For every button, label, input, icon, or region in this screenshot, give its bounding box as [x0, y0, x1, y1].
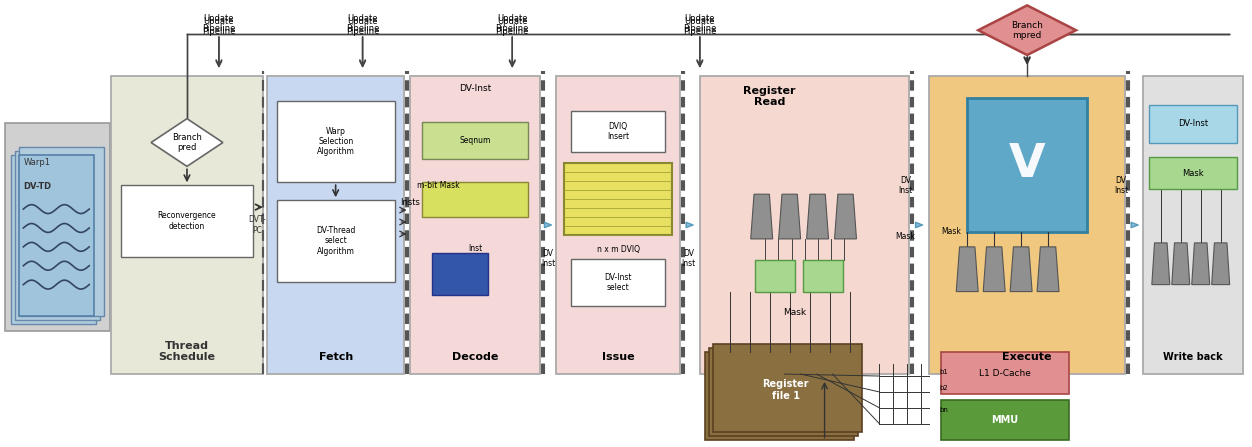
FancyBboxPatch shape [411, 76, 540, 374]
Polygon shape [1212, 243, 1229, 285]
FancyBboxPatch shape [942, 400, 1069, 440]
Text: Update
Pipeline: Update Pipeline [496, 17, 528, 36]
Polygon shape [151, 118, 223, 166]
Text: Execute: Execute [1003, 352, 1052, 362]
FancyBboxPatch shape [19, 148, 104, 316]
Text: DV
Inst: DV Inst [541, 249, 556, 269]
FancyBboxPatch shape [709, 348, 859, 436]
Text: DVT-
PC: DVT- PC [248, 215, 265, 235]
Text: DV-Inst
select: DV-Inst select [605, 273, 632, 292]
Polygon shape [779, 194, 800, 239]
Text: Update
Pipeline: Update Pipeline [346, 17, 379, 36]
Polygon shape [978, 5, 1075, 55]
FancyBboxPatch shape [556, 76, 680, 374]
FancyBboxPatch shape [267, 76, 404, 374]
Text: Mask: Mask [895, 232, 915, 241]
Text: Mask: Mask [1182, 169, 1203, 178]
Text: Register
Read: Register Read [744, 86, 796, 107]
FancyBboxPatch shape [1149, 157, 1237, 189]
Text: Branch
pred: Branch pred [172, 133, 202, 152]
Text: bn: bn [939, 407, 948, 413]
Polygon shape [957, 247, 978, 291]
Polygon shape [835, 194, 856, 239]
Text: DV
Inst: DV Inst [1114, 176, 1128, 195]
Text: DV
Inst: DV Inst [898, 176, 913, 195]
Text: Reconvergence
detection: Reconvergence detection [158, 211, 217, 231]
Text: n x m DVIQ: n x m DVIQ [596, 245, 640, 254]
Text: Update
Pipeline: Update Pipeline [496, 14, 528, 33]
Text: DVIQ
Insert: DVIQ Insert [607, 122, 629, 141]
FancyBboxPatch shape [422, 182, 528, 217]
FancyBboxPatch shape [1143, 76, 1243, 374]
Text: DV-TD: DV-TD [24, 182, 51, 191]
FancyBboxPatch shape [803, 260, 843, 291]
FancyBboxPatch shape [277, 101, 394, 182]
Polygon shape [1010, 247, 1032, 291]
FancyBboxPatch shape [111, 76, 263, 374]
Text: Seqnum: Seqnum [459, 136, 491, 145]
Text: V: V [1009, 142, 1045, 187]
Text: Branch
mpred: Branch mpred [1012, 21, 1043, 40]
Polygon shape [983, 247, 1005, 291]
FancyBboxPatch shape [19, 156, 94, 316]
FancyBboxPatch shape [700, 76, 909, 374]
Text: Fetch: Fetch [318, 352, 353, 362]
Text: DV-Inst: DV-Inst [1178, 119, 1208, 128]
Text: Mask: Mask [782, 308, 806, 317]
Text: Inst: Inst [468, 245, 482, 253]
Text: Register
file 1: Register file 1 [762, 379, 809, 401]
FancyBboxPatch shape [1149, 105, 1237, 143]
Polygon shape [751, 194, 772, 239]
Text: L1 D-Cache: L1 D-Cache [979, 369, 1032, 378]
Polygon shape [806, 194, 829, 239]
Text: Decode: Decode [452, 352, 498, 362]
Polygon shape [1037, 247, 1059, 291]
FancyBboxPatch shape [422, 122, 528, 160]
FancyBboxPatch shape [11, 156, 96, 325]
Text: Update
Pipeline: Update Pipeline [203, 14, 235, 33]
Polygon shape [1152, 243, 1169, 285]
FancyBboxPatch shape [929, 76, 1124, 374]
FancyBboxPatch shape [565, 163, 672, 235]
FancyBboxPatch shape [705, 352, 855, 440]
FancyBboxPatch shape [5, 122, 110, 331]
Text: Mask: Mask [942, 228, 962, 236]
Text: Warp1: Warp1 [24, 158, 50, 167]
FancyBboxPatch shape [15, 152, 100, 320]
Text: Insts: Insts [401, 198, 421, 207]
Polygon shape [1172, 243, 1189, 285]
Text: DV
Inst: DV Inst [682, 249, 696, 269]
FancyBboxPatch shape [432, 253, 488, 295]
Polygon shape [1192, 243, 1209, 285]
Text: b1: b1 [939, 369, 948, 375]
Text: Update
Pipeline: Update Pipeline [203, 17, 235, 36]
Text: DV-Thread
select
Algorithm: DV-Thread select Algorithm [316, 226, 356, 256]
Text: Update
Pipeline: Update Pipeline [684, 17, 716, 36]
FancyBboxPatch shape [712, 344, 863, 432]
Text: Warp
Selection
Algorithm: Warp Selection Algorithm [317, 127, 354, 156]
FancyBboxPatch shape [571, 259, 665, 307]
Text: Write back: Write back [1163, 352, 1222, 362]
Text: MMU: MMU [992, 415, 1019, 425]
FancyBboxPatch shape [277, 200, 394, 282]
Text: DV-Inst: DV-Inst [459, 84, 492, 93]
FancyBboxPatch shape [755, 260, 795, 291]
FancyBboxPatch shape [571, 111, 665, 152]
FancyBboxPatch shape [968, 98, 1087, 232]
FancyBboxPatch shape [942, 352, 1069, 394]
Text: Thread
Schedule: Thread Schedule [159, 341, 215, 362]
Text: Update
Pipeline: Update Pipeline [346, 14, 379, 33]
Text: m-bit Mask: m-bit Mask [417, 181, 459, 190]
Text: Update
Pipeline: Update Pipeline [684, 14, 716, 33]
Text: Issue: Issue [602, 352, 635, 362]
Text: b2: b2 [939, 385, 948, 391]
FancyBboxPatch shape [121, 185, 253, 257]
